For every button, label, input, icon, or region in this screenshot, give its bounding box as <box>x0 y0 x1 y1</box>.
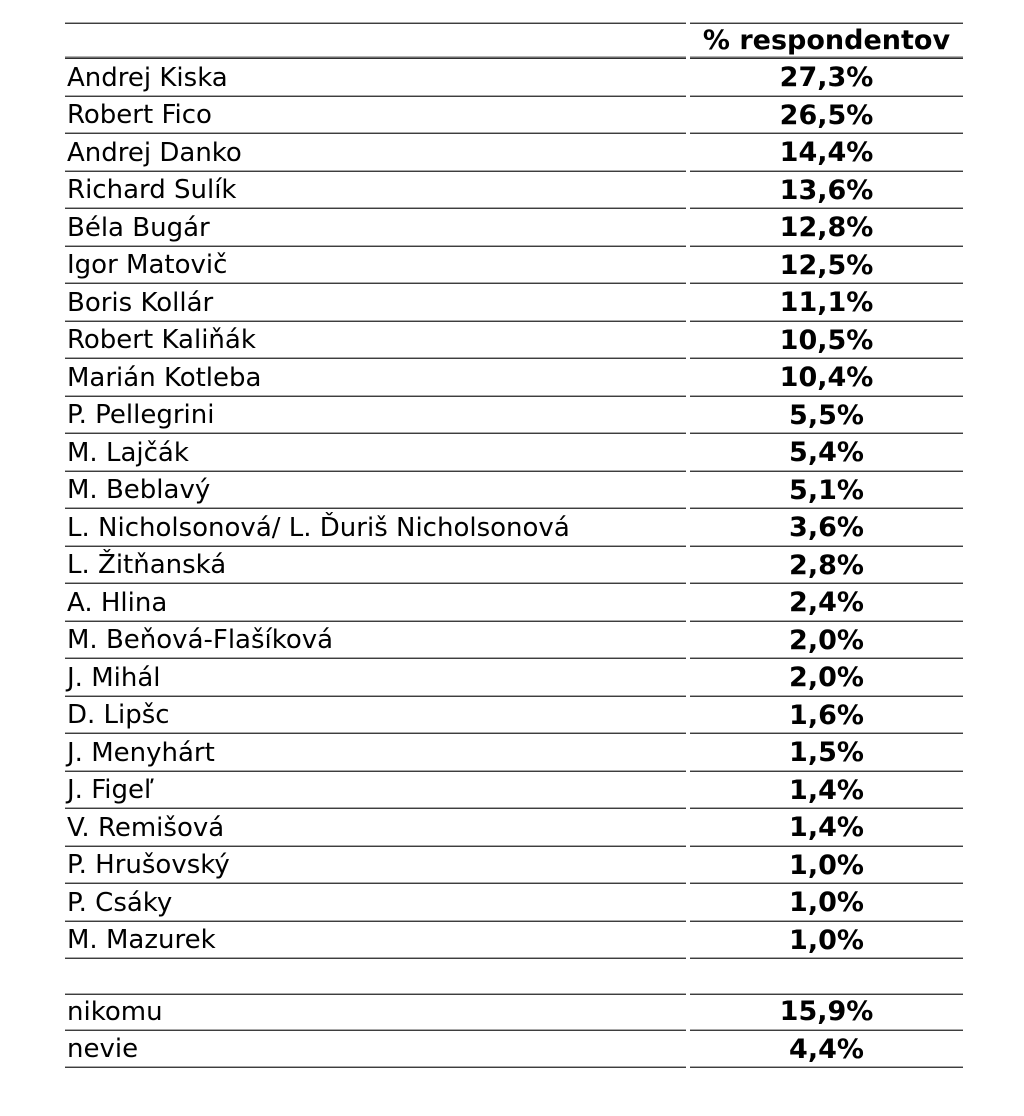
candidate-name: L. Žitňanská <box>65 547 686 585</box>
table-row: Marián Kotleba 10,4% <box>65 359 963 397</box>
percent-value: 1,4% <box>690 809 963 847</box>
table-row: J. Figeľ 1,4% <box>65 772 963 810</box>
candidate-name: Marián Kotleba <box>65 359 686 397</box>
table-row: Andrej Kiska 27,3% <box>65 59 963 97</box>
percent-value: 2,4% <box>690 584 963 622</box>
table-row: J. Mihál 2,0% <box>65 659 963 697</box>
table-row: Robert Fico 26,5% <box>65 97 963 135</box>
candidate-name: M. Mazurek <box>65 922 686 960</box>
table-row: P. Pellegrini 5,5% <box>65 397 963 435</box>
candidate-name: nevie <box>65 1031 686 1069</box>
candidate-name: Béla Bugár <box>65 209 686 247</box>
candidate-name: Igor Matovič <box>65 247 686 285</box>
table-row: M. Mazurek 1,0% <box>65 922 963 960</box>
percent-value: 13,6% <box>690 172 963 210</box>
table-row: Richard Sulík 13,6% <box>65 172 963 210</box>
percent-value: 1,0% <box>690 847 963 885</box>
candidate-name: P. Csáky <box>65 884 686 922</box>
table-row: Boris Kollár 11,1% <box>65 284 963 322</box>
percent-value: 1,0% <box>690 922 963 960</box>
candidate-name: V. Remišová <box>65 809 686 847</box>
candidate-name: P. Pellegrini <box>65 397 686 435</box>
table-row: P. Csáky 1,0% <box>65 884 963 922</box>
percent-value: 2,0% <box>690 622 963 660</box>
percent-value: 1,0% <box>690 884 963 922</box>
percent-value: 1,4% <box>690 772 963 810</box>
percent-value: 1,5% <box>690 734 963 772</box>
candidate-name: M. Beblavý <box>65 472 686 510</box>
candidate-name: D. Lipšc <box>65 697 686 735</box>
table-row: Igor Matovič 12,5% <box>65 247 963 285</box>
percent-value: 5,1% <box>690 472 963 510</box>
candidate-name: Robert Fico <box>65 97 686 135</box>
table-row: J. Menyhárt 1,5% <box>65 734 963 772</box>
candidate-name: L. Nicholsonová/ L. Ďuriš Nicholsonová <box>65 509 686 547</box>
table-row: P. Hrušovský 1,0% <box>65 847 963 885</box>
candidate-name: Boris Kollár <box>65 284 686 322</box>
percent-value: 10,5% <box>690 322 963 360</box>
candidate-name: M. Lajčák <box>65 434 686 472</box>
percent-value: 12,8% <box>690 209 963 247</box>
candidate-name: A. Hlina <box>65 584 686 622</box>
candidate-name: Andrej Kiska <box>65 59 686 97</box>
percent-value: 5,5% <box>690 397 963 435</box>
table-row: Andrej Danko 14,4% <box>65 134 963 172</box>
table-row: nikomu 15,9% <box>65 993 963 1031</box>
percent-value: 15,9% <box>690 993 963 1031</box>
percent-value: 3,6% <box>690 509 963 547</box>
candidate-name: Andrej Danko <box>65 134 686 172</box>
table-row: L. Nicholsonová/ L. Ďuriš Nicholsonová 3,… <box>65 509 963 547</box>
table-row: Robert Kaliňák 10,5% <box>65 322 963 360</box>
table-row: D. Lipšc 1,6% <box>65 697 963 735</box>
percent-value: 11,1% <box>690 284 963 322</box>
table-header-row: % respondentov <box>65 22 963 59</box>
table-row: L. Žitňanská 2,8% <box>65 547 963 585</box>
candidate-name: J. Mihál <box>65 659 686 697</box>
header-percent-cell: % respondentov <box>690 22 963 59</box>
spacer-row <box>65 959 963 993</box>
table-row: V. Remišová 1,4% <box>65 809 963 847</box>
percent-value: 4,4% <box>690 1031 963 1069</box>
percent-value: 2,8% <box>690 547 963 585</box>
table-row: M. Beblavý 5,1% <box>65 472 963 510</box>
percent-value: 14,4% <box>690 134 963 172</box>
percent-value: 26,5% <box>690 97 963 135</box>
table-row: A. Hlina 2,4% <box>65 584 963 622</box>
candidate-name: nikomu <box>65 993 686 1031</box>
percent-value: 5,4% <box>690 434 963 472</box>
table-summary-body: nikomu 15,9% nevie 4,4% <box>65 993 963 1068</box>
poll-results-table: % respondentov Andrej Kiska 27,3% Robert F… <box>65 22 963 1068</box>
table-row: M. Lajčák 5,4% <box>65 434 963 472</box>
percent-value: 10,4% <box>690 359 963 397</box>
candidate-name: P. Hrušovský <box>65 847 686 885</box>
percent-value: 1,6% <box>690 697 963 735</box>
candidate-name: J. Figeľ <box>65 772 686 810</box>
table-row: M. Beňová-Flašíková 2,0% <box>65 622 963 660</box>
table-row: Béla Bugár 12,8% <box>65 209 963 247</box>
percent-value: 27,3% <box>690 59 963 97</box>
candidate-name: M. Beňová-Flašíková <box>65 622 686 660</box>
table-row: nevie 4,4% <box>65 1031 963 1069</box>
percent-value: 12,5% <box>690 247 963 285</box>
candidate-name: Robert Kaliňák <box>65 322 686 360</box>
table-body: Andrej Kiska 27,3% Robert Fico 26,5% Andrej … <box>65 59 963 959</box>
percent-value: 2,0% <box>690 659 963 697</box>
header-name-cell <box>65 22 686 59</box>
candidate-name: Richard Sulík <box>65 172 686 210</box>
candidate-name: J. Menyhárt <box>65 734 686 772</box>
